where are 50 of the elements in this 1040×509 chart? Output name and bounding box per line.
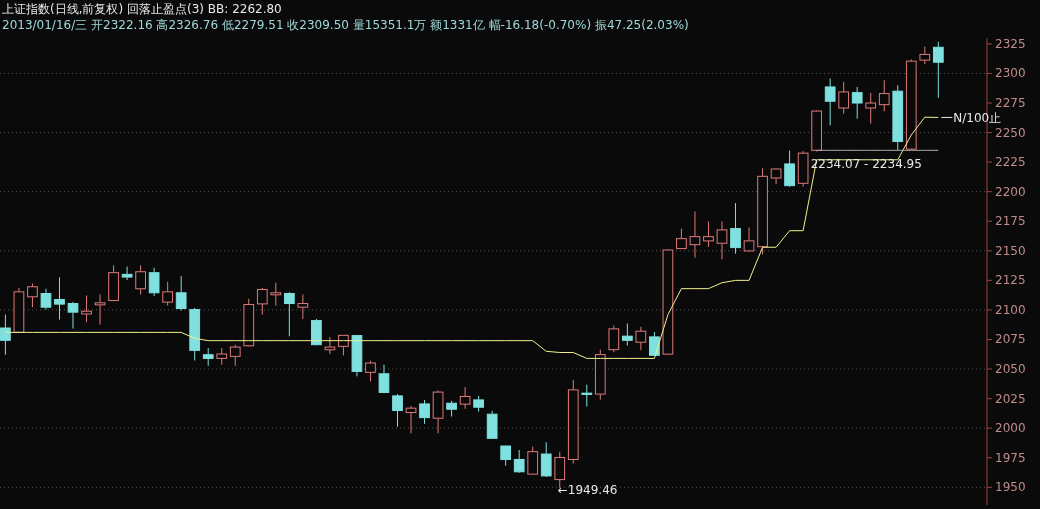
candlestick bbox=[730, 202, 741, 255]
candlestick bbox=[784, 150, 795, 187]
candlestick bbox=[67, 301, 79, 330]
candlestick bbox=[459, 386, 471, 410]
candlestick bbox=[932, 41, 944, 99]
y-tick-label: 2275 bbox=[995, 96, 1026, 111]
candlestick bbox=[297, 293, 309, 320]
candlestick bbox=[0, 314, 11, 356]
chart-subtitle: 2013/01/16/三 开2322.16 高2326.76 低2279.51 收2309.50 量15351.1万 额1331亿 幅-16.18(-0.70%) 振47.25(2.03%) bbox=[2, 18, 689, 32]
y-tick-label: 2025 bbox=[995, 391, 1026, 406]
candlestick bbox=[689, 210, 701, 259]
y-tick-label: 2150 bbox=[995, 243, 1026, 258]
candlestick bbox=[283, 292, 295, 337]
candlestick bbox=[865, 92, 877, 125]
y-tick-label: 1950 bbox=[995, 480, 1026, 495]
candlestick bbox=[797, 150, 809, 188]
candlestick bbox=[716, 220, 728, 260]
candlestick bbox=[162, 281, 174, 307]
text: N/100止 bbox=[953, 111, 1002, 126]
candlestick bbox=[27, 282, 38, 308]
annotation: ←1949.46 bbox=[557, 482, 618, 497]
candlestick bbox=[148, 267, 160, 297]
candlestick bbox=[121, 266, 133, 281]
candlestick bbox=[270, 282, 282, 307]
y-tick-label: 2175 bbox=[995, 214, 1026, 229]
y-tick-label: 1975 bbox=[995, 450, 1026, 465]
candlestick bbox=[324, 336, 336, 355]
candlestick bbox=[446, 400, 457, 418]
chart-title: 上证指数(日线,前复权) 回落止盈点(3) BB: 2262.80 bbox=[2, 2, 282, 16]
y-tick-label: 2200 bbox=[995, 184, 1026, 199]
candlestick bbox=[94, 293, 106, 326]
y-tick-label: 2300 bbox=[995, 66, 1026, 81]
y-tick-label: 2325 bbox=[995, 36, 1026, 51]
candlestick bbox=[432, 389, 444, 434]
y-tick-label: 2225 bbox=[995, 155, 1026, 170]
y-tick-label: 2050 bbox=[995, 362, 1026, 377]
candlestick bbox=[54, 276, 65, 321]
candlestick bbox=[40, 288, 52, 311]
candlestick bbox=[581, 384, 593, 408]
candlestick bbox=[621, 323, 633, 347]
candlestick bbox=[567, 379, 579, 464]
candlestick bbox=[513, 449, 525, 473]
candlestick bbox=[405, 405, 417, 434]
y-tick-label: 2075 bbox=[995, 332, 1026, 347]
y-tick-label: 2000 bbox=[995, 421, 1026, 436]
y-tick-label: 2125 bbox=[995, 273, 1026, 288]
candlestick bbox=[635, 326, 647, 351]
y-tick-label: 2250 bbox=[995, 125, 1026, 140]
candlestick bbox=[175, 275, 187, 312]
y-tick-label: 2100 bbox=[995, 302, 1026, 317]
